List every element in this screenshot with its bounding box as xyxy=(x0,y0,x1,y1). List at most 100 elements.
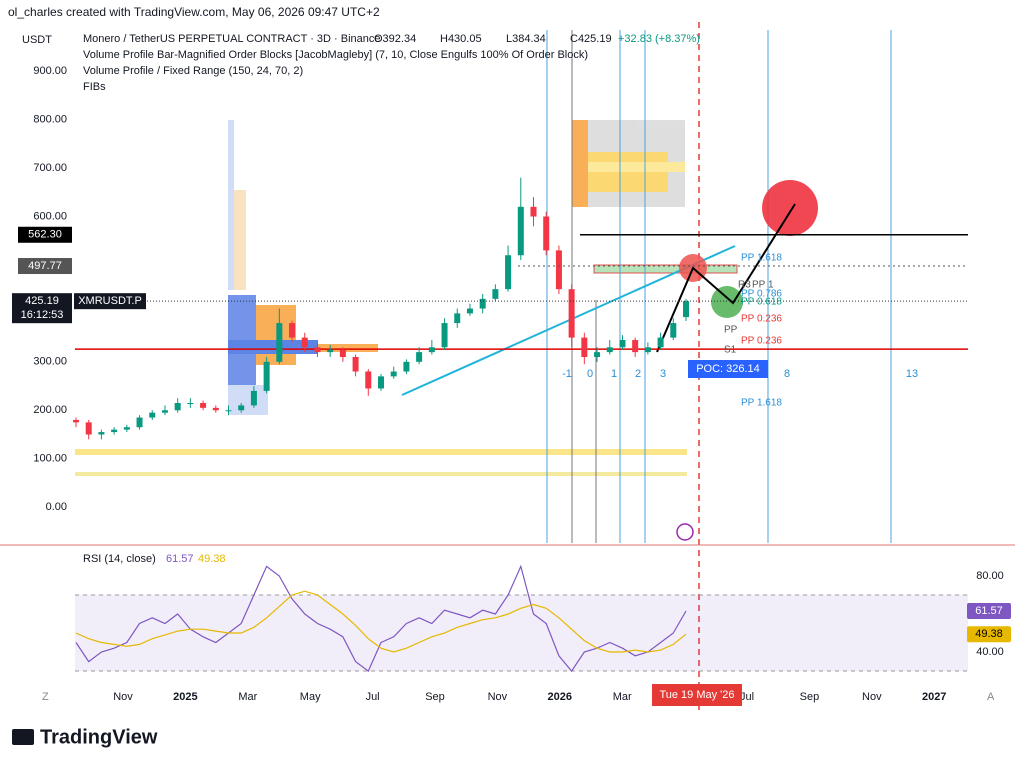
projection-arrow xyxy=(656,203,796,353)
candle-body xyxy=(365,371,372,389)
candle-body xyxy=(492,289,499,299)
pivot-label: PP 0.236 xyxy=(741,336,782,347)
candle-body xyxy=(327,349,334,353)
fib-label: 1 xyxy=(611,368,617,380)
candle-body xyxy=(250,390,257,406)
vp-bar xyxy=(318,344,378,352)
vp-bar xyxy=(228,340,318,354)
y-tick-label: 300.00 xyxy=(33,356,67,368)
candle-body xyxy=(187,403,194,405)
y-tick-label: 100.00 xyxy=(33,453,67,465)
candle-body xyxy=(581,337,588,357)
candle-body xyxy=(200,403,207,408)
currency: USDT xyxy=(22,34,52,46)
x-tick-label: Sep xyxy=(425,691,445,703)
candle-body xyxy=(276,323,283,362)
price-badge-label: 562.30 xyxy=(28,229,62,241)
pivot-label: PP 0.618 xyxy=(741,297,782,308)
ohlc: C425.19 xyxy=(570,33,612,45)
credit: ol_charles created with TradingView.com,… xyxy=(8,5,380,19)
candle-body xyxy=(403,361,410,372)
pivot-label: PP xyxy=(724,325,738,336)
candle-body xyxy=(594,352,601,357)
rsi-legend-value: 49.38 xyxy=(198,553,226,565)
candle-body xyxy=(530,206,537,217)
pivot-label: PP 0.786 xyxy=(741,289,782,300)
price-badge xyxy=(12,293,72,324)
x-tick-label: 2025 xyxy=(173,691,197,703)
fib-label: 2 xyxy=(635,368,641,380)
rsi-badge xyxy=(967,603,1011,620)
candle-body xyxy=(505,255,512,290)
candle-body xyxy=(479,298,486,309)
x-tick-label: Nov xyxy=(113,691,133,703)
x-tick-label: Jul xyxy=(366,691,380,703)
pivot-label: PP 1.618 xyxy=(741,398,782,409)
candle-body xyxy=(543,216,550,251)
rsi-legend-value: 61.57 xyxy=(166,553,194,565)
zone xyxy=(593,264,738,274)
ohlc: L384.34 xyxy=(506,33,546,45)
candle-body xyxy=(454,313,461,324)
candle-body xyxy=(466,308,473,314)
vp-bar xyxy=(228,385,268,415)
y-tick-label: 900.00 xyxy=(33,65,67,77)
candle-body xyxy=(98,432,105,435)
chart-area xyxy=(0,22,1024,712)
logo-mark xyxy=(12,729,34,745)
y-tick-label: 0.00 xyxy=(46,501,67,513)
candle-body xyxy=(632,340,639,353)
fib-label: 0 xyxy=(587,368,593,380)
ohlc-change: +32.83 (+8.37%) xyxy=(618,33,700,45)
indicator: Volume Profile Bar-Magnified Order Block… xyxy=(83,49,588,61)
symbol-badge-label: XMRUSDT.P xyxy=(78,295,142,307)
price-badge-label: 497.77 xyxy=(28,260,62,272)
candle-body xyxy=(73,419,79,423)
brand: TradingView xyxy=(40,726,158,748)
rsi-band xyxy=(75,594,968,672)
rsi-line xyxy=(75,564,687,673)
x-tick-label: Nov xyxy=(488,691,508,703)
marker xyxy=(711,286,743,318)
fib-label: 13 xyxy=(906,368,918,380)
x-tick-label: Mar xyxy=(613,691,632,703)
rsi-badge-label: 49.38 xyxy=(975,628,1003,640)
pivot-label: PP 1 xyxy=(752,280,774,291)
candle-body xyxy=(390,371,397,377)
x-tick-label: Sep xyxy=(800,691,820,703)
pivot-label: S1 xyxy=(724,345,737,356)
zone xyxy=(75,472,687,476)
y-tick-label: 80.00 xyxy=(976,570,1004,582)
candle-body xyxy=(683,301,689,318)
x-tick-label: 2026 xyxy=(548,691,572,703)
marker xyxy=(762,180,818,236)
y-tick-label: 700.00 xyxy=(33,162,67,174)
candle-body xyxy=(352,356,359,372)
fib-label: 8 xyxy=(784,368,790,380)
vp-bar xyxy=(588,162,685,172)
candle-body xyxy=(301,337,308,348)
y-tick-label: 40.00 xyxy=(976,646,1004,658)
x-tick-label: 2027 xyxy=(922,691,946,703)
candle-body xyxy=(111,429,118,433)
fib-label: -1 xyxy=(562,368,572,380)
date-badge-label: Tue 19 May '26 xyxy=(659,689,734,701)
y-tick-label: 600.00 xyxy=(33,210,67,222)
ohlc: O392.34 xyxy=(374,33,416,45)
alert-icon xyxy=(676,523,694,541)
pivot-label: R3 xyxy=(738,280,751,291)
rsi-line xyxy=(75,590,687,653)
candle-body xyxy=(149,412,156,418)
candle-body xyxy=(555,250,562,290)
candle-body xyxy=(606,347,613,353)
x-tick-label: Nov xyxy=(862,691,882,703)
candle-body xyxy=(517,206,524,256)
candle-body xyxy=(123,427,130,430)
button[interactable]: Z xyxy=(42,691,49,703)
rsi-badge xyxy=(967,626,1011,643)
candle-body xyxy=(212,407,219,411)
button[interactable]: A xyxy=(987,691,995,703)
indicator: FIBs xyxy=(83,81,106,93)
x-tick-label: May xyxy=(300,691,321,703)
